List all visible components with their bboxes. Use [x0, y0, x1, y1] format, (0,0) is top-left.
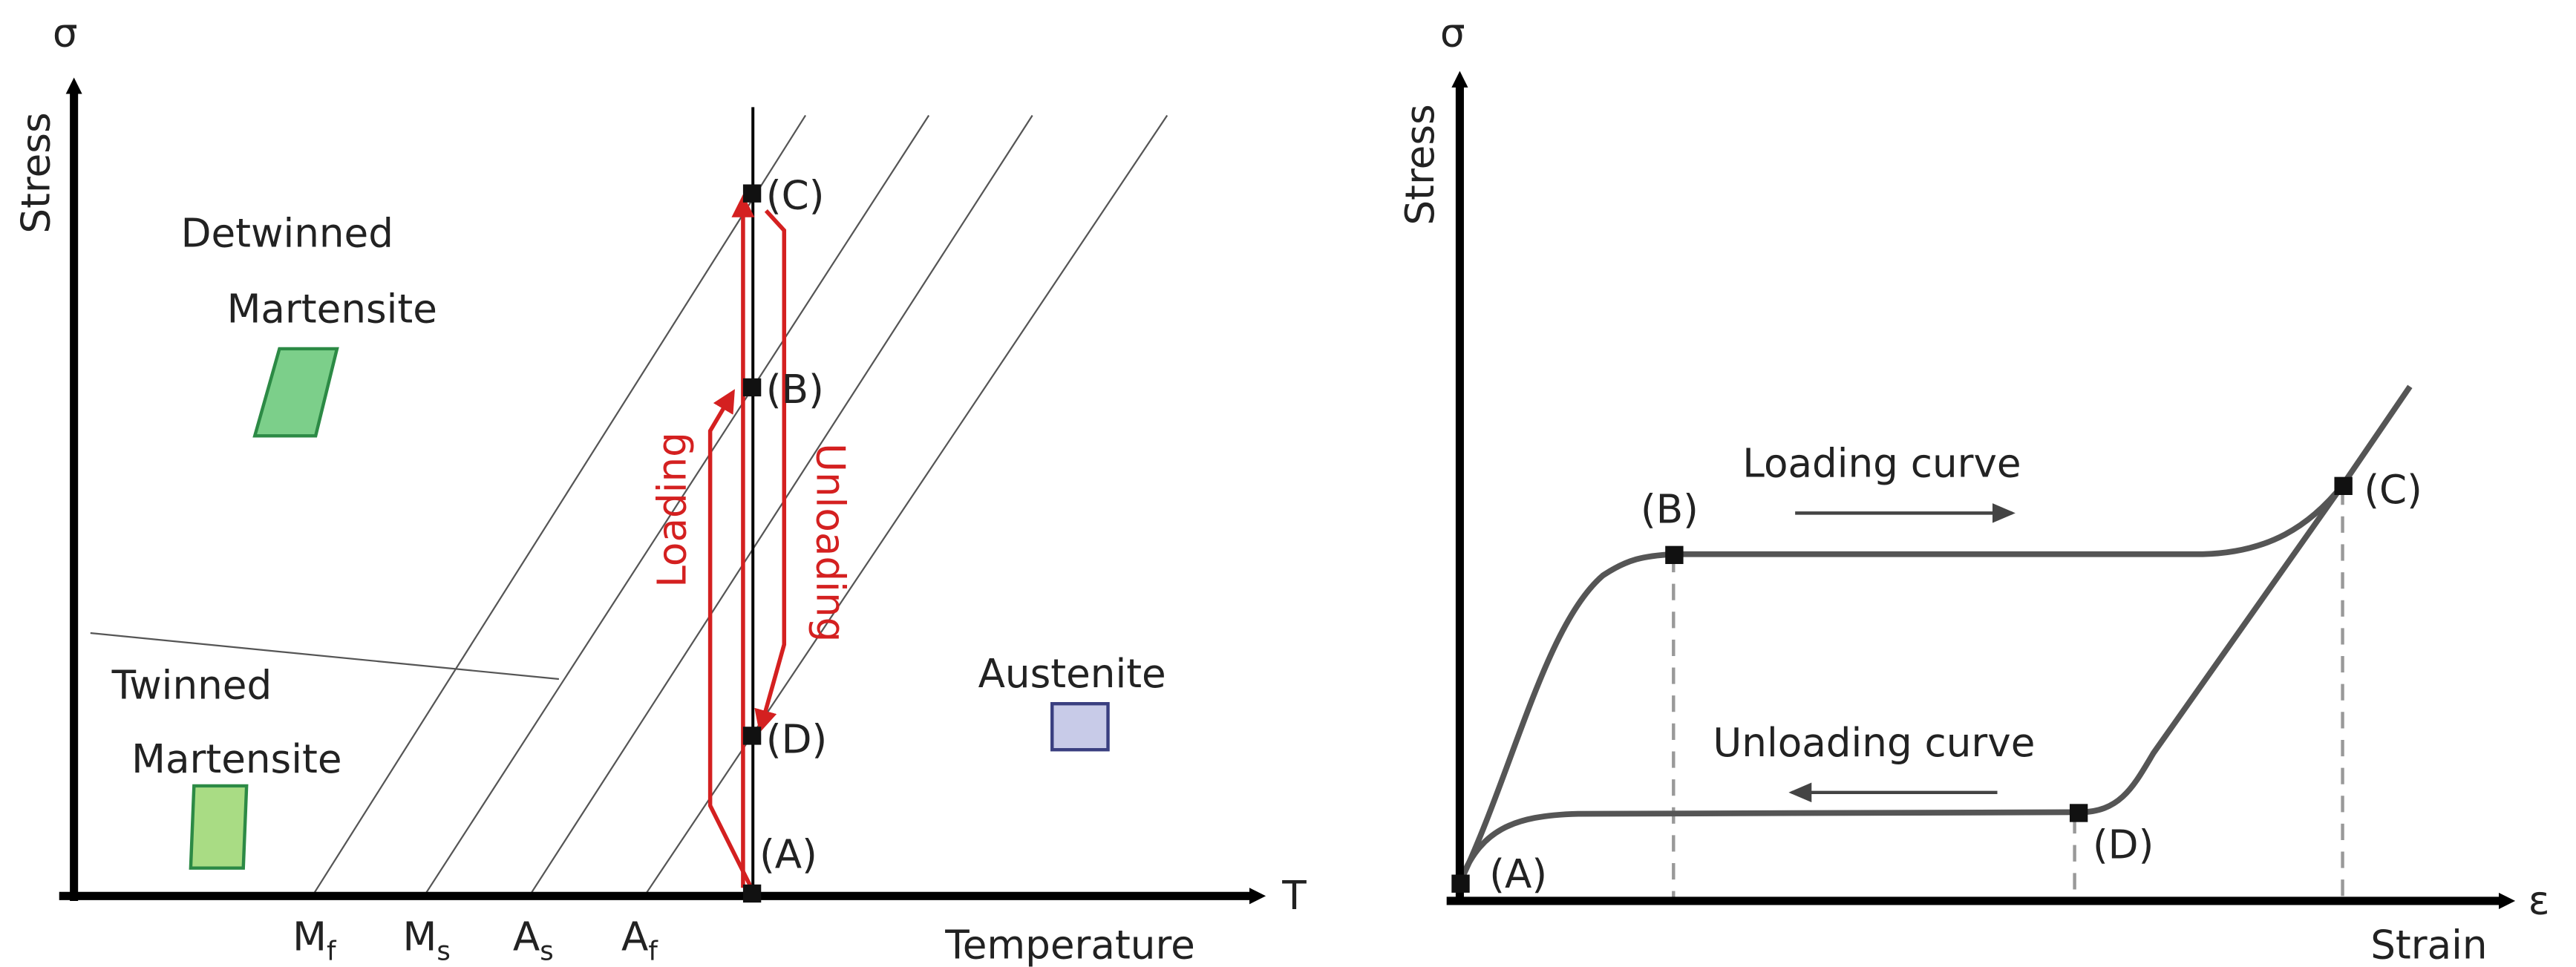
mark-base: A — [513, 914, 540, 960]
region-label: Austenite — [978, 651, 1166, 697]
region-label: Martensite — [227, 286, 437, 332]
temperature-mark: Af — [621, 914, 658, 966]
as-line — [529, 115, 1033, 896]
path-label: Unloading — [808, 443, 854, 642]
axis-symbol: σ — [53, 10, 78, 56]
page: σ Stress T Temperature Mf Ms As Af Detwi… — [0, 0, 2576, 967]
axis-label: Temperature — [944, 922, 1195, 967]
mark-base: A — [621, 914, 648, 960]
axis-symbol: σ — [1440, 10, 1465, 56]
point-marker — [2334, 477, 2352, 495]
point-label: (A) — [759, 832, 817, 878]
point-marker — [743, 184, 761, 202]
point-marker — [1451, 875, 1469, 893]
curve-label: Unloading curve — [1713, 720, 2035, 766]
temperature-mark: As — [513, 914, 554, 966]
axis-symbol: T — [1281, 873, 1307, 919]
region-label: Detwinned — [181, 211, 393, 257]
point-label: (B) — [766, 367, 824, 413]
axis-symbol: ε — [2528, 878, 2550, 924]
mark-sub: s — [437, 937, 450, 967]
point-marker — [2070, 804, 2088, 822]
region-label: Twinned — [111, 663, 272, 709]
crystal-icon — [191, 349, 1108, 868]
axis-label: Strain — [2370, 922, 2487, 967]
unloading-path — [761, 211, 784, 727]
point-label: (C) — [766, 173, 825, 219]
point-marker — [1665, 546, 1683, 564]
region-label: Martensite — [131, 736, 341, 782]
point-marker — [743, 727, 761, 744]
axis-label: Stress — [13, 112, 59, 233]
mark-sub: f — [648, 937, 658, 967]
point-label: (C) — [2364, 467, 2422, 513]
temperature-mark: Ms — [403, 914, 451, 966]
point-marker — [743, 378, 761, 396]
path-label: Loading — [649, 432, 695, 588]
axis-label: Stress — [1397, 104, 1443, 225]
point-marker — [743, 885, 761, 902]
mark-sub: s — [540, 937, 553, 967]
af-line — [644, 115, 1167, 896]
mark-base: M — [292, 914, 327, 960]
unloading-curve — [1459, 485, 2342, 883]
point-label: (A) — [1489, 851, 1547, 897]
stress-strain-diagram: σ Stress ε Strain Loading curve Unloadin… — [1397, 10, 2550, 967]
point-label: (D) — [766, 717, 827, 763]
phase-diagram: σ Stress T Temperature Mf Ms As Af Detwi… — [13, 10, 1307, 967]
mark-base: M — [403, 914, 437, 960]
loading-path — [710, 395, 753, 891]
curve-label: Loading curve — [1742, 441, 2021, 487]
point-label: (B) — [1641, 487, 1699, 533]
point-label: (D) — [2093, 822, 2154, 868]
temperature-mark: Mf — [292, 914, 337, 966]
figure: σ Stress T Temperature Mf Ms As Af Detwi… — [0, 0, 2576, 967]
mark-sub: f — [327, 937, 337, 967]
